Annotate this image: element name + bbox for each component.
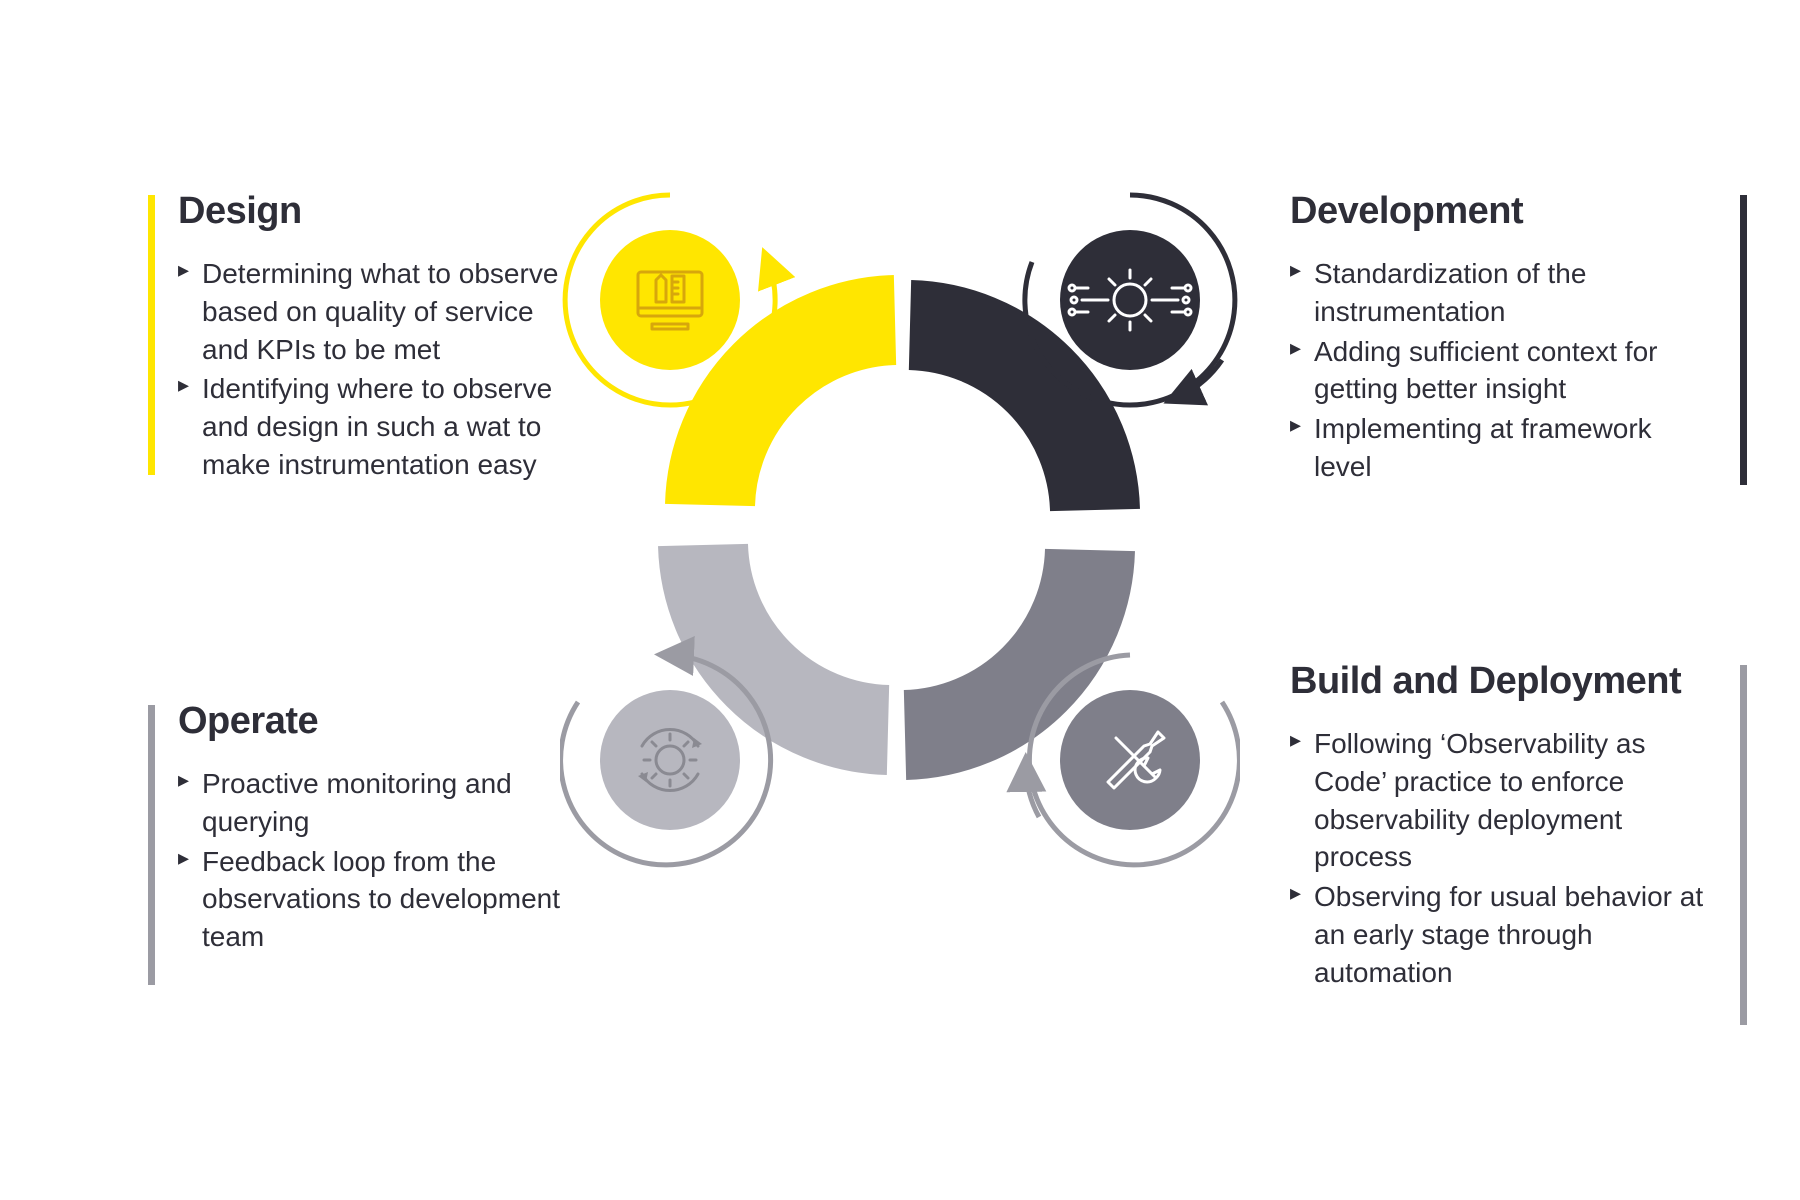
operate-title: Operate bbox=[178, 700, 560, 743]
development-bullets: Standardization of the instrumentation A… bbox=[1290, 255, 1712, 486]
petal-build bbox=[905, 550, 1090, 735]
development-bullet: Standardization of the instrumentation bbox=[1290, 255, 1712, 331]
design-bullets: Determining what to observe based on qua… bbox=[178, 255, 580, 484]
build-bullets: Following ‘Observability as Code’ practi… bbox=[1290, 725, 1722, 992]
canvas: Design Determining what to observe based… bbox=[0, 0, 1800, 1200]
build-icon-group bbox=[1026, 655, 1239, 865]
operate-block: Operate Proactive monitoring and queryin… bbox=[160, 700, 560, 958]
design-bullet: Determining what to observe based on qua… bbox=[178, 255, 580, 368]
build-bullet: Following ‘Observability as Code’ practi… bbox=[1290, 725, 1722, 876]
operate-accent-bar bbox=[148, 705, 155, 985]
development-bullet: Implementing at framework level bbox=[1290, 410, 1712, 486]
operate-bullet: Feedback loop from the observations to d… bbox=[178, 843, 560, 956]
build-accent-bar bbox=[1740, 665, 1747, 1025]
design-accent-bar bbox=[148, 195, 155, 475]
design-bullet: Identifying where to observe and design … bbox=[178, 370, 580, 483]
operate-icon-group bbox=[561, 655, 771, 865]
development-accent-bar bbox=[1740, 195, 1747, 485]
development-bullet: Adding sufficient context for getting be… bbox=[1290, 333, 1712, 409]
development-block: Development Standardization of the instr… bbox=[1272, 190, 1712, 488]
development-icon-group bbox=[1025, 195, 1235, 405]
operate-bullets: Proactive monitoring and querying Feedba… bbox=[178, 765, 560, 956]
build-block: Build and Deployment Following ‘Observab… bbox=[1272, 660, 1722, 994]
development-title: Development bbox=[1290, 190, 1712, 233]
operate-bullet: Proactive monitoring and querying bbox=[178, 765, 560, 841]
diagram-svg bbox=[560, 190, 1240, 870]
center-diagram bbox=[560, 190, 1240, 870]
petal-design bbox=[710, 320, 895, 505]
build-title: Build and Deployment bbox=[1290, 660, 1722, 703]
design-icon-group bbox=[565, 195, 775, 405]
design-block: Design Determining what to observe based… bbox=[160, 190, 580, 486]
petal-development bbox=[910, 325, 1095, 510]
design-title: Design bbox=[178, 190, 580, 233]
petal-operate bbox=[703, 545, 888, 730]
build-bullet: Observing for usual behavior at an early… bbox=[1290, 878, 1722, 991]
